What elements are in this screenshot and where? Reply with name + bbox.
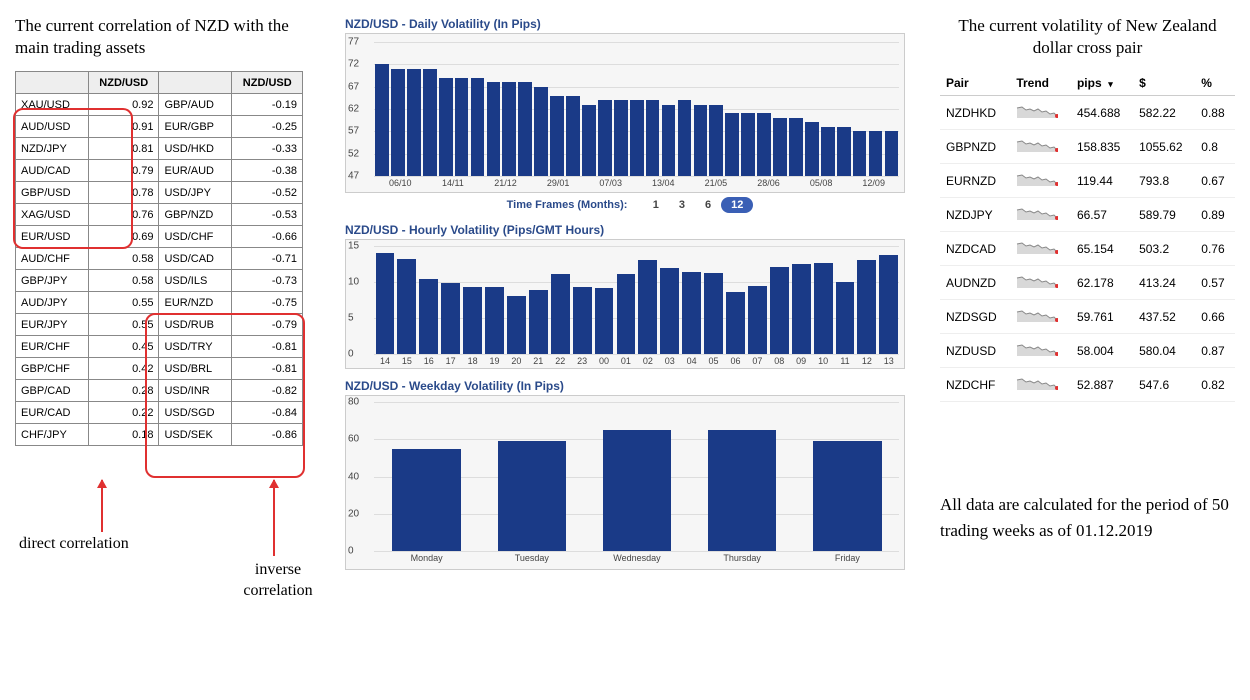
table-row: XAG/USD0.76GBP/NZD-0.53: [16, 204, 303, 226]
timeframe-option-6[interactable]: 6: [695, 197, 721, 213]
trend-sparkline: [1010, 266, 1071, 300]
table-row: XAU/USD0.92GBP/AUD-0.19: [16, 94, 303, 116]
table-row: NZD/JPY0.81USD/HKD-0.33: [16, 138, 303, 160]
daily-volatility-chart: 4752576267727706/1014/1121/1229/0107/031…: [345, 33, 905, 193]
inverse-arrow: [273, 480, 275, 556]
table-row: EUR/USD0.69USD/CHF-0.66: [16, 226, 303, 248]
table-row: GBP/USD0.78USD/JPY-0.52: [16, 182, 303, 204]
table-row[interactable]: EURNZD119.44793.80.67: [940, 164, 1235, 198]
daily-chart-title: NZD/USD - Daily Volatility (In Pips): [345, 17, 915, 31]
vol-col-dollar[interactable]: $: [1133, 71, 1195, 96]
hourly-volatility-chart: 0510151415161718192021222300010203040506…: [345, 239, 905, 369]
correlation-table: NZD/USD NZD/USD XAU/USD0.92GBP/AUD-0.19A…: [15, 71, 303, 446]
timeframe-option-3[interactable]: 3: [669, 197, 695, 213]
trend-sparkline: [1010, 164, 1071, 198]
table-row: AUD/JPY0.55EUR/NZD-0.75: [16, 292, 303, 314]
table-row: GBP/CHF0.42USD/BRL-0.81: [16, 358, 303, 380]
trend-sparkline: [1010, 300, 1071, 334]
table-row[interactable]: NZDCHF52.887547.60.82: [940, 368, 1235, 402]
trend-sparkline: [1010, 96, 1071, 130]
vol-col-pct[interactable]: %: [1195, 71, 1235, 96]
vol-col-pair[interactable]: Pair: [940, 71, 1010, 96]
table-row[interactable]: NZDSGD59.761437.520.66: [940, 300, 1235, 334]
volatility-table: Pair Trend pips ▾ $ % NZDHKD454.688582.2…: [940, 71, 1235, 402]
trend-sparkline: [1010, 368, 1071, 402]
table-row: AUD/CAD0.79EUR/AUD-0.38: [16, 160, 303, 182]
table-row: EUR/JPY0.55USD/RUB-0.79: [16, 314, 303, 336]
trend-sparkline: [1010, 232, 1071, 266]
vol-col-pips[interactable]: pips ▾: [1071, 71, 1133, 96]
volatility-title: The current volatility of New Zealand do…: [940, 15, 1235, 59]
direct-label: direct correlation: [19, 535, 129, 553]
table-row: CHF/JPY0.18USD/SEK-0.86: [16, 424, 303, 446]
inverse-label: inverse correlation: [223, 560, 333, 602]
table-row: AUD/CHF0.58USD/CAD-0.71: [16, 248, 303, 270]
timeframe-selector: Time Frames (Months): 13612: [345, 197, 915, 213]
table-row: AUD/USD0.91EUR/GBP-0.25: [16, 116, 303, 138]
table-row: EUR/CAD0.22USD/SGD-0.84: [16, 402, 303, 424]
trend-sparkline: [1010, 198, 1071, 232]
table-row[interactable]: NZDHKD454.688582.220.88: [940, 96, 1235, 130]
vol-col-trend[interactable]: Trend: [1010, 71, 1071, 96]
timeframe-option-12[interactable]: 12: [721, 197, 753, 213]
table-row[interactable]: NZDCAD65.154503.20.76: [940, 232, 1235, 266]
table-row[interactable]: GBPNZD158.8351055.620.8: [940, 130, 1235, 164]
footnote: All data are calculated for the period o…: [940, 492, 1235, 543]
timeframe-label: Time Frames (Months):: [507, 199, 628, 211]
weekday-volatility-chart: 020406080MondayTuesdayWednesdayThursdayF…: [345, 395, 905, 570]
table-row[interactable]: NZDUSD58.004580.040.87: [940, 334, 1235, 368]
table-row: GBP/JPY0.58USD/ILS-0.73: [16, 270, 303, 292]
col-header: NZD/USD: [232, 72, 303, 94]
hourly-chart-title: NZD/USD - Hourly Volatility (Pips/GMT Ho…: [345, 223, 915, 237]
col-header: NZD/USD: [88, 72, 159, 94]
table-row: GBP/CAD0.28USD/INR-0.82: [16, 380, 303, 402]
table-row: EUR/CHF0.45USD/TRY-0.81: [16, 336, 303, 358]
timeframe-option-1[interactable]: 1: [643, 197, 669, 213]
direct-arrow: [101, 480, 103, 532]
trend-sparkline: [1010, 130, 1071, 164]
trend-sparkline: [1010, 334, 1071, 368]
correlation-title: The current correlation of NZD with the …: [15, 15, 320, 59]
weekday-chart-title: NZD/USD - Weekday Volatility (In Pips): [345, 379, 915, 393]
table-row[interactable]: AUDNZD62.178413.240.57: [940, 266, 1235, 300]
table-row[interactable]: NZDJPY66.57589.790.89: [940, 198, 1235, 232]
